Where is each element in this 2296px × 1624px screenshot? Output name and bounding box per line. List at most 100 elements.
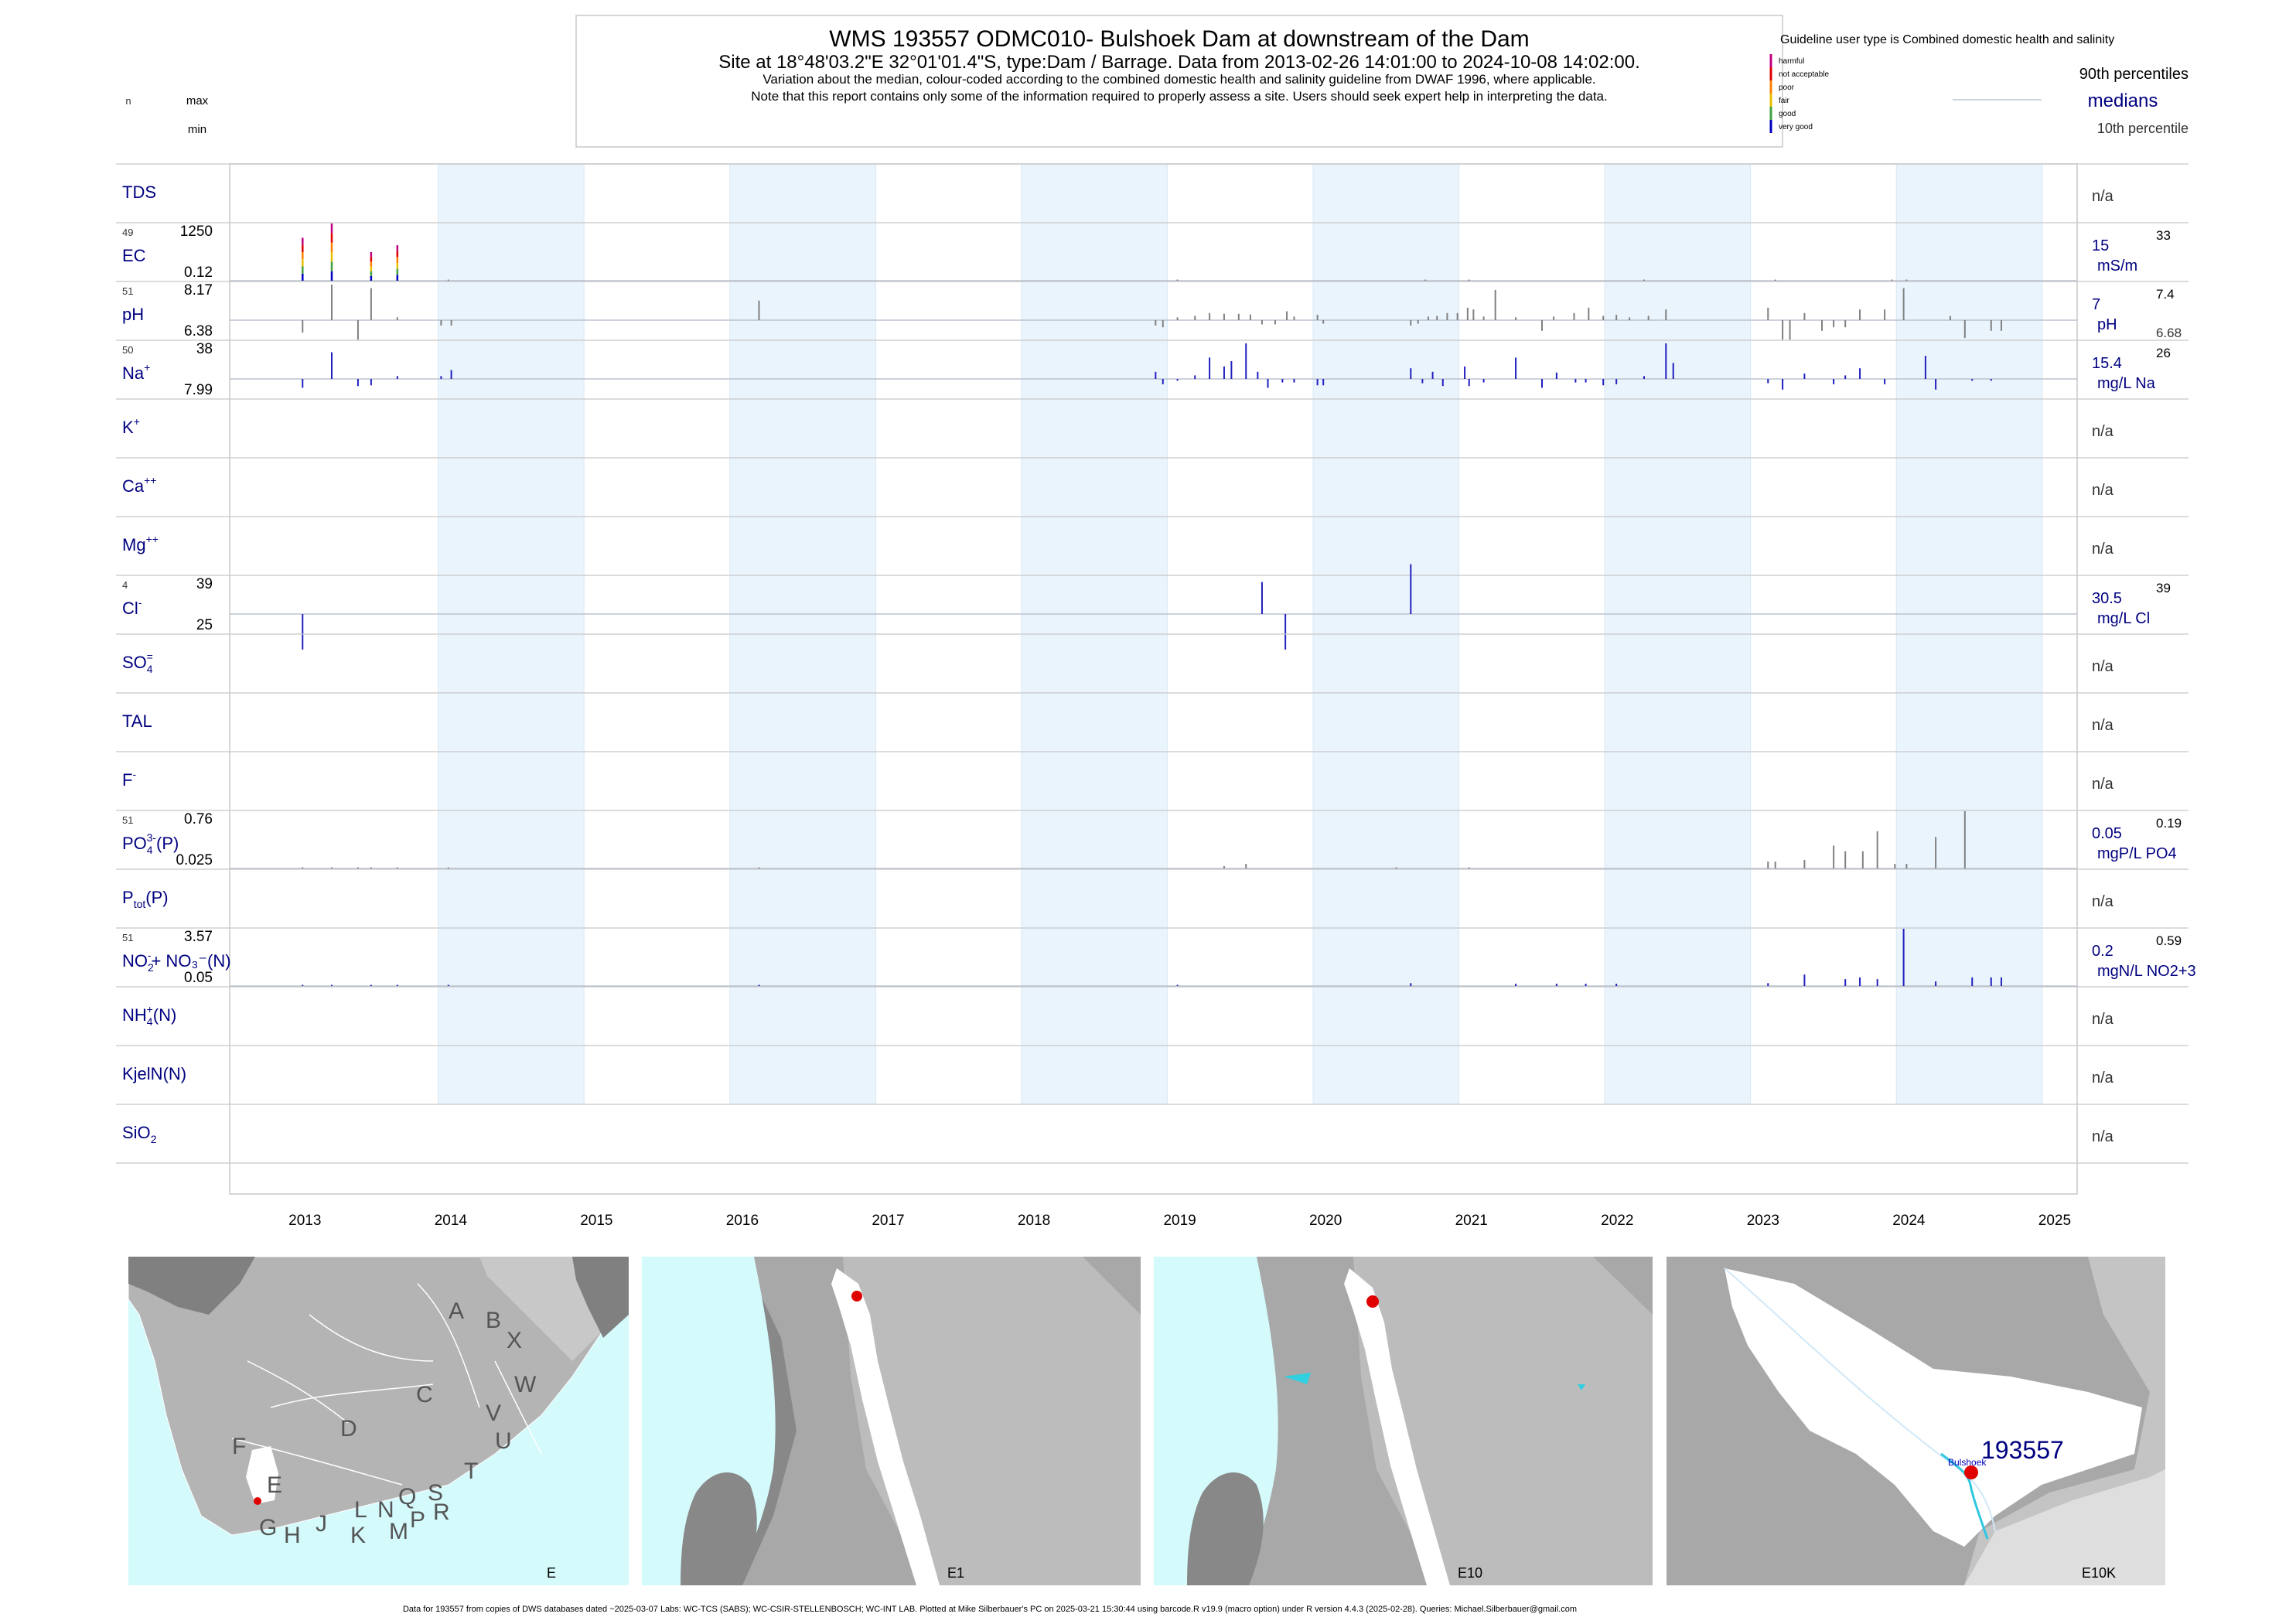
x-tick-label: 2025 (2038, 1213, 2071, 1229)
panel-6: Mg++ n/a (116, 516, 2189, 558)
region-label: S (428, 1480, 443, 1506)
panel-8: SO4= n/a (116, 633, 2189, 675)
param-label: K+ (122, 415, 140, 437)
x-tick-label: 2021 (1455, 1213, 1488, 1229)
map-name-e10k: E10K (2082, 1565, 2116, 1581)
region-label: E (267, 1472, 282, 1498)
p90-value: 33 (2156, 228, 2171, 243)
x-tick-label: 2024 (1892, 1213, 1926, 1229)
unit-label: mg/L Na (2097, 375, 2156, 392)
n-count: 49 (122, 227, 133, 238)
p90-value: 7.4 (2156, 287, 2175, 302)
median-value: 0.2 (2092, 943, 2113, 960)
region-label: T (464, 1459, 478, 1484)
na-label: n/a (2092, 1011, 2114, 1028)
max-value: 8.17 (184, 282, 213, 299)
param-label: F- (122, 768, 136, 790)
panel-3: Na+ 50 38 7.99 15.4 26 mg/L Na (116, 339, 2189, 398)
median-value: 0.05 (2092, 825, 2122, 842)
n-count: 51 (122, 814, 133, 826)
na-label: n/a (2092, 658, 2114, 675)
param-label: Ca++ (122, 474, 156, 496)
n-count: 51 (122, 932, 133, 943)
na-label: n/a (2092, 423, 2114, 440)
unit-label: mgP/L PO4 (2097, 845, 2177, 862)
legend: Guideline user type is Combined domestic… (1769, 33, 2189, 136)
panel-12: Ptot(P) n/a (116, 868, 2189, 910)
min-value: 0.12 (184, 264, 213, 281)
region-label: K (350, 1523, 366, 1548)
region-label: W (514, 1372, 537, 1397)
x-axis: 2013 2014 2015 2016 2017 2018 2019 2020 2021 2022… (288, 1213, 2071, 1229)
legend-category-label: good (1779, 110, 1796, 118)
region-label: F (232, 1434, 246, 1459)
unit-label: mS/m (2097, 258, 2137, 275)
region-label: V (486, 1401, 501, 1426)
map-e10: E10 (1154, 1257, 1653, 1585)
panel-0: TDS n/a (116, 163, 2189, 205)
region-label: J (316, 1511, 327, 1537)
x-tick-label: 2020 (1309, 1213, 1342, 1229)
x-tick-label: 2022 (1601, 1213, 1633, 1229)
param-label: TDS (122, 183, 156, 202)
report-note-2: Note that this report contains only some… (751, 89, 1607, 104)
na-label: n/a (2092, 482, 2114, 499)
x-tick-label: 2017 (872, 1213, 904, 1229)
panel-14: NH4+(N) n/a (116, 986, 2189, 1028)
n-count: 4 (122, 579, 128, 591)
param-label: Ptot(P) (122, 888, 169, 910)
region-label: A (449, 1298, 464, 1324)
panel-9: TAL n/a (116, 692, 2189, 734)
n-count: 50 (122, 344, 133, 356)
param-label: KjelN(N) (122, 1064, 186, 1083)
param-label: EC (122, 246, 146, 265)
na-label: n/a (2092, 776, 2114, 793)
median-value: 7 (2092, 296, 2100, 313)
header-box (575, 15, 1783, 148)
panel-13: NO2-+ NO₃⁻(N) 51 3.57 0.05 0.2 0.59 mgN/L NO2+… (116, 927, 2196, 987)
param-label: Cl- (122, 596, 142, 618)
na-label: n/a (2092, 188, 2114, 205)
site-place-label: Bulshoek (1948, 1457, 1987, 1468)
report-subtitle: Site at 18°48'03.2"E 32°01'01.4"S, type:… (718, 52, 1640, 73)
panel-7: Cl- 4 39 25 30.5 39 mg/L Cl (116, 564, 2189, 650)
p90-value: 39 (2156, 581, 2171, 595)
p90-value: 0.59 (2156, 933, 2182, 948)
unit-label: mgN/L NO2+3 (2097, 963, 2196, 980)
panel-4: K+ n/a (116, 398, 2189, 440)
map-name-e10: E10 (1458, 1565, 1482, 1581)
region-label: M (389, 1519, 408, 1544)
parameter-panels: TDS n/a EC 49 1250 0.12 15 33 mS/m pH 51 8.17 6.38 7 7… (116, 163, 2196, 1195)
p90-value: 0.19 (2156, 816, 2182, 831)
region-label: B (486, 1308, 501, 1333)
legend-category-label: harmful (1779, 57, 1804, 66)
site-marker-e1 (851, 1291, 862, 1302)
map-e1: E1 (642, 1257, 1141, 1585)
max-value: 0.76 (184, 811, 213, 827)
n-count: 51 (122, 285, 133, 297)
report-note-1: Variation about the median, colour-coded… (762, 72, 1595, 87)
region-label: P (410, 1507, 425, 1533)
panel-5: Ca++ n/a (116, 457, 2189, 499)
na-label: n/a (2092, 541, 2114, 558)
param-label: PO43-(P) (122, 831, 179, 856)
legend-guideline: Guideline user type is Combined domestic… (1780, 33, 2114, 46)
param-label: NO2-+ NO₃⁻(N) (122, 949, 231, 974)
legend-category-label: very good (1779, 123, 1813, 131)
x-tick-label: 2023 (1747, 1213, 1779, 1229)
median-value: 30.5 (2092, 590, 2122, 607)
na-label: n/a (2092, 717, 2114, 734)
na-label: n/a (2092, 1070, 2114, 1087)
unit-label: mg/L Cl (2097, 610, 2150, 627)
panel-16: SiO2 n/a (116, 1104, 2189, 1145)
p10-value: 6.68 (2156, 326, 2182, 340)
legend-p10: 10th percentile (2097, 121, 2189, 136)
max-value: 38 (196, 341, 213, 357)
p90-value: 26 (2156, 346, 2171, 360)
median-value: 15.4 (2092, 355, 2122, 372)
na-label: n/a (2092, 1128, 2114, 1145)
min-value: 0.05 (184, 970, 213, 986)
report-title: WMS 193557 ODMC010- Bulshoek Dam at down… (829, 26, 1529, 52)
legend-categories: harmful not acceptable poor fair good very go… (1769, 54, 1829, 133)
